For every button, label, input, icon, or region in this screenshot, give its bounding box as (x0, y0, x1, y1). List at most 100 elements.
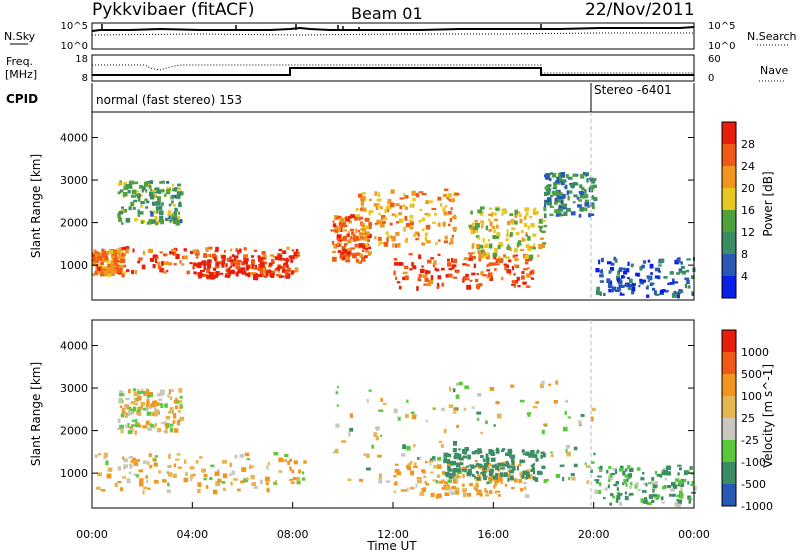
power-cell (117, 191, 121, 195)
power-cell (620, 284, 625, 288)
velocity-cell (488, 449, 493, 454)
power-cell (159, 267, 164, 273)
velocity-colorbar-tick-label: -25 (741, 434, 759, 447)
power-cell (592, 180, 595, 184)
power-cell (572, 174, 578, 177)
power-cell (199, 269, 203, 275)
power-cell (194, 263, 198, 267)
velocity-cell (591, 461, 595, 464)
power-cell (351, 233, 354, 237)
velocity-cell (612, 495, 616, 499)
velocity-cell (616, 497, 619, 502)
power-cell (678, 290, 684, 293)
power-cell (513, 254, 518, 257)
power-cell (128, 182, 133, 187)
power-cell (224, 274, 229, 278)
power-cell (646, 275, 650, 279)
velocity-cell (157, 428, 162, 433)
power-cell (553, 192, 558, 196)
power-cell (362, 230, 365, 234)
power-cell (403, 193, 406, 196)
velocity-cell (443, 457, 447, 460)
velocity-cell (365, 453, 370, 459)
power-cell (166, 188, 171, 191)
velocity-cell (133, 391, 139, 396)
velocity-cell (449, 473, 453, 476)
velocity-cell (410, 411, 415, 414)
velocity-cell (677, 480, 683, 485)
velocity-cell (335, 391, 339, 395)
power-cell (120, 189, 124, 192)
velocity-cell (172, 420, 176, 424)
velocity-cell (184, 459, 187, 464)
power-cell (277, 254, 283, 257)
power-cell (471, 244, 474, 249)
velocity-cell (414, 462, 417, 467)
power-cell (338, 226, 341, 232)
velocity-cell (404, 488, 407, 492)
power-cell (183, 255, 188, 260)
power-cell (120, 209, 125, 212)
power-cell (227, 267, 231, 273)
power-cell (362, 249, 365, 253)
velocity-cell (435, 494, 439, 499)
power-cell (513, 283, 517, 288)
velocity-cell (120, 487, 123, 492)
velocity-cell (117, 481, 122, 484)
velocity-cell (526, 469, 530, 473)
power-cell (359, 233, 364, 236)
power-cell (505, 256, 510, 259)
power-cell (225, 263, 228, 268)
velocity-cell (140, 391, 146, 394)
power-cell (494, 268, 497, 272)
velocity-cell (597, 490, 601, 495)
power-cell (244, 258, 249, 262)
power-y-label: Slant Range [km] (29, 154, 43, 258)
power-cell (447, 223, 451, 227)
power-cell (342, 257, 346, 261)
power-cell (679, 270, 683, 273)
velocity-cell (179, 395, 183, 399)
power-cell (595, 290, 600, 295)
power-cell (284, 271, 289, 276)
velocity-cell (666, 471, 671, 476)
velocity-cell (440, 444, 444, 448)
velocity-cell (676, 502, 681, 508)
noise-sky-line (91, 26, 695, 32)
power-cell (399, 205, 403, 210)
velocity-cell (498, 494, 501, 497)
velocity-cell (221, 481, 226, 484)
power-cell (389, 222, 393, 226)
power-cell (555, 180, 560, 184)
power-cell (437, 253, 441, 256)
power-cell (491, 226, 496, 229)
power-cell (543, 206, 547, 212)
velocity-x-ticks: 00:00 04:00 08:00 12:00 16:00 20:00 00:00 (76, 502, 710, 541)
velocity-colorbar-swatches (722, 330, 736, 506)
power-cell (294, 251, 298, 255)
power-cell (527, 235, 531, 241)
velocity-cell (562, 476, 565, 482)
velocity-y-tick-label: 4000 (60, 340, 88, 353)
velocity-cell (476, 417, 480, 421)
power-cell (463, 257, 468, 261)
velocity-cell (406, 399, 409, 403)
velocity-cell (461, 449, 465, 454)
power-cell (423, 283, 428, 286)
power-cell (150, 211, 154, 217)
velocity-cell (129, 464, 133, 469)
power-cell (395, 203, 400, 207)
power-cell (526, 273, 531, 278)
power-cell (287, 273, 290, 277)
power-cell (396, 281, 401, 284)
velocity-cell (495, 472, 498, 478)
velocity-cell (243, 478, 249, 483)
velocity-cell (441, 471, 446, 475)
power-cell (345, 216, 350, 222)
power-cell (484, 254, 488, 258)
power-cell (365, 231, 370, 236)
velocity-cell (494, 463, 497, 468)
velocity-cell (137, 409, 141, 413)
velocity-cell (265, 476, 270, 482)
power-cell (551, 172, 557, 178)
